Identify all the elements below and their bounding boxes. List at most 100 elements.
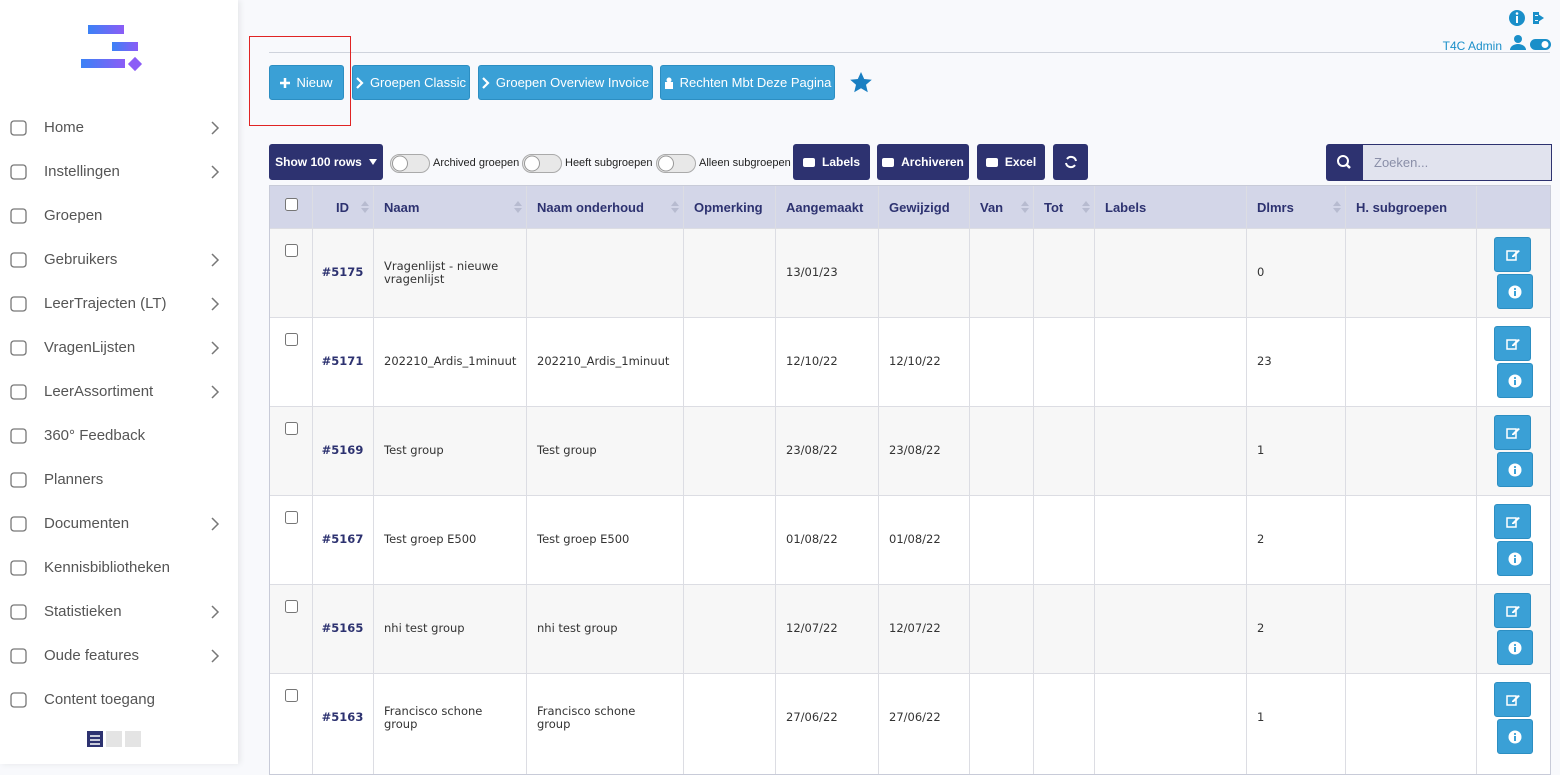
cell: 202210_Ardis_1minuut (384, 354, 517, 368)
toolbar-button[interactable]: Groepen Classic (352, 65, 470, 100)
table-row (270, 584, 1550, 673)
sort-icon (1021, 201, 1029, 213)
sort-icon (1082, 201, 1090, 213)
cell: 27/06/22 (786, 710, 838, 724)
chevron (211, 165, 220, 179)
sidebar-icon (10, 164, 27, 180)
row-checkbox[interactable] (285, 689, 298, 702)
sidebar-item[interactable]: VragenLijsten (0, 337, 238, 359)
edit-button[interactable] (1494, 415, 1531, 450)
toolbar-button[interactable]: Rechten Mbt Deze Pagina (660, 65, 835, 100)
sidebar-item[interactable]: Instellingen (0, 161, 238, 183)
toggle[interactable]: Archived groepen (390, 153, 519, 173)
info-button[interactable] (1497, 719, 1533, 754)
row-checkbox[interactable] (285, 600, 298, 613)
info-button[interactable] (1497, 630, 1533, 665)
info-button[interactable] (1497, 541, 1533, 576)
sidebar-label: Kennisbibliotheken (44, 559, 170, 576)
toggle[interactable]: Heeft subgroepen (522, 153, 652, 173)
column-header[interactable]: Naam onderhoud (526, 186, 683, 228)
sidebar-label: Planners (44, 471, 104, 488)
toolbar-button[interactable]: Nieuw (269, 65, 344, 100)
header-icons[interactable] (1507, 8, 1553, 54)
sidebar-item[interactable]: LeerAssortiment (0, 381, 238, 403)
row-checkbox[interactable] (285, 244, 298, 257)
sidebar-icon (10, 252, 27, 268)
table: ID Naam Naam onderhoud Opmerking Aangemaakt G… (269, 185, 1551, 775)
sidebar-label: Statistieken (44, 603, 122, 620)
column-divider (878, 186, 879, 774)
column-divider (969, 186, 970, 774)
chevron (211, 341, 220, 355)
cell[interactable]: #5165 (321, 621, 364, 635)
search-button[interactable] (1326, 144, 1363, 181)
sidebar-item[interactable]: Planners (0, 469, 238, 491)
sidebar-item[interactable]: Gebruikers (0, 249, 238, 271)
view-switcher[interactable] (86, 730, 144, 748)
action-button[interactable]: Excel (977, 144, 1045, 180)
toggle-label: Archived groepen (433, 157, 520, 169)
table-row (270, 406, 1550, 495)
cell[interactable]: #5171 (321, 354, 364, 368)
search-input[interactable]: Zoeken... (1362, 144, 1552, 181)
cell[interactable]: #5169 (321, 443, 364, 457)
sidebar-item[interactable]: Home (0, 117, 238, 139)
sidebar-icon (10, 384, 27, 400)
sidebar-item[interactable]: Statistieken (0, 601, 238, 623)
column-header[interactable]: Labels (1105, 199, 1147, 215)
edit-button[interactable] (1494, 593, 1531, 628)
column-divider (1246, 186, 1247, 774)
sidebar-icon (10, 604, 27, 620)
sidebar-item[interactable]: Groepen (0, 205, 238, 227)
info-button[interactable] (1497, 452, 1533, 487)
toggle-label: Alleen subgroepen (699, 157, 791, 169)
row-checkbox[interactable] (285, 333, 298, 346)
row-checkbox[interactable] (285, 422, 298, 435)
table-row (270, 673, 1550, 762)
sidebar-item[interactable]: LeerTrajecten (LT) (0, 293, 238, 315)
column-header[interactable]: Aangemaakt (786, 199, 864, 215)
cell[interactable]: #5167 (321, 532, 364, 546)
edit-button[interactable] (1494, 326, 1531, 361)
user-name[interactable]: T4C Admin (1442, 39, 1502, 53)
edit-button[interactable] (1494, 682, 1531, 717)
column-divider (312, 186, 313, 774)
sidebar-item[interactable]: Documenten (0, 513, 238, 535)
column-header[interactable]: H. subgroepen (1356, 199, 1448, 215)
cell: 2 (1257, 532, 1265, 546)
top-divider (269, 52, 1550, 53)
action-button[interactable]: Labels (793, 144, 870, 180)
info-button[interactable] (1497, 363, 1533, 398)
sidebar-item[interactable]: Oude features (0, 645, 238, 667)
column-divider (1476, 186, 1477, 774)
column-header[interactable]: Van (969, 186, 1033, 228)
toolbar-button[interactable]: Groepen Overview Invoice (478, 65, 653, 100)
column-header[interactable]: Dlmrs (1246, 186, 1345, 228)
column-header[interactable]: Tot (1033, 186, 1094, 228)
chevron (211, 385, 220, 399)
column-divider (526, 186, 527, 774)
sidebar-item[interactable]: Kennisbibliotheken (0, 557, 238, 579)
sidebar-item[interactable]: 360° Feedback (0, 425, 238, 447)
info-button[interactable] (1497, 274, 1533, 309)
row-checkbox[interactable] (285, 511, 298, 524)
select-all[interactable] (285, 198, 298, 211)
edit-button[interactable] (1494, 504, 1531, 539)
cell: 12/07/22 (786, 621, 838, 635)
column-header[interactable]: Naam (373, 186, 526, 228)
column-header[interactable]: ID (312, 186, 373, 228)
show-rows[interactable]: Show 100 rows (269, 144, 383, 180)
refresh-button[interactable] (1053, 144, 1088, 180)
toggle[interactable]: Alleen subgroepen (656, 153, 791, 173)
sidebar-label: VragenLijsten (44, 339, 136, 356)
action-button[interactable]: Archiveren (877, 144, 969, 180)
column-header[interactable]: Opmerking (694, 199, 763, 215)
edit-button[interactable] (1494, 237, 1531, 272)
favorite-star[interactable] (848, 70, 874, 94)
cell[interactable]: #5175 (321, 265, 364, 279)
column-header[interactable]: Gewijzigd (889, 199, 950, 215)
sidebar-item[interactable]: Content toegang (0, 689, 238, 711)
cell[interactable]: #5163 (321, 710, 364, 724)
highlight-box (249, 36, 351, 126)
sidebar-icon (10, 208, 27, 224)
